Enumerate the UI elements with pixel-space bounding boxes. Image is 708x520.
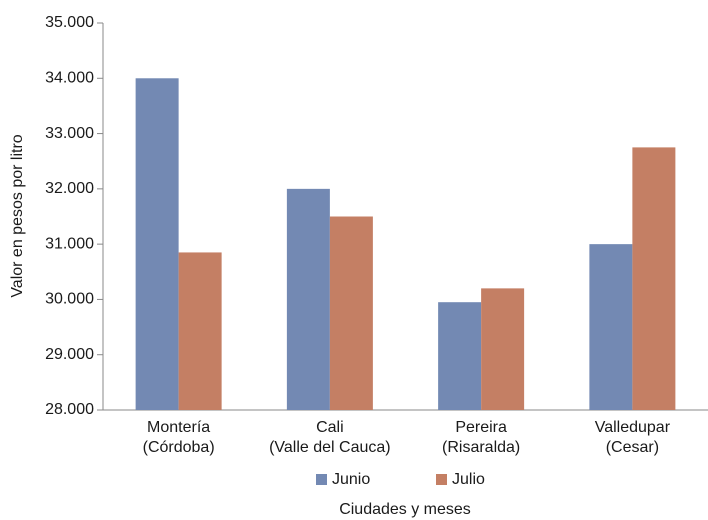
legend-label: Julio (452, 471, 485, 488)
bar (329, 216, 373, 410)
bar (135, 78, 179, 411)
y-tick-label: 32.000 (45, 180, 94, 197)
bar (589, 244, 633, 410)
y-tick-label: 35.000 (45, 14, 94, 31)
x-tick-label: Valledupar (Cesar) (594, 419, 671, 456)
y-tick-label: 33.000 (45, 125, 94, 142)
legend-swatch (436, 474, 447, 485)
y-tick-label: 30.000 (45, 291, 94, 308)
y-axis-label: Valor en pesos por litro (9, 134, 26, 297)
bar (438, 302, 482, 410)
x-tick-label: Pereira (Risaralda) (442, 419, 521, 456)
x-axis-label: Ciudades y meses (339, 501, 471, 518)
y-tick-label: 29.000 (45, 346, 94, 363)
y-tick-label: 28.000 (45, 401, 94, 418)
bar (632, 147, 676, 410)
x-tick-label: Montería (Córdoba) (142, 419, 215, 456)
bar (286, 188, 330, 410)
legend-swatch (316, 474, 327, 485)
y-tick-label: 34.000 (45, 70, 94, 87)
bar (481, 288, 525, 410)
bar (178, 252, 222, 410)
y-tick-label: 31.000 (45, 235, 94, 252)
x-tick-label: Cali (Valle del Cauca) (269, 419, 391, 456)
legend-label: Junio (332, 471, 370, 488)
